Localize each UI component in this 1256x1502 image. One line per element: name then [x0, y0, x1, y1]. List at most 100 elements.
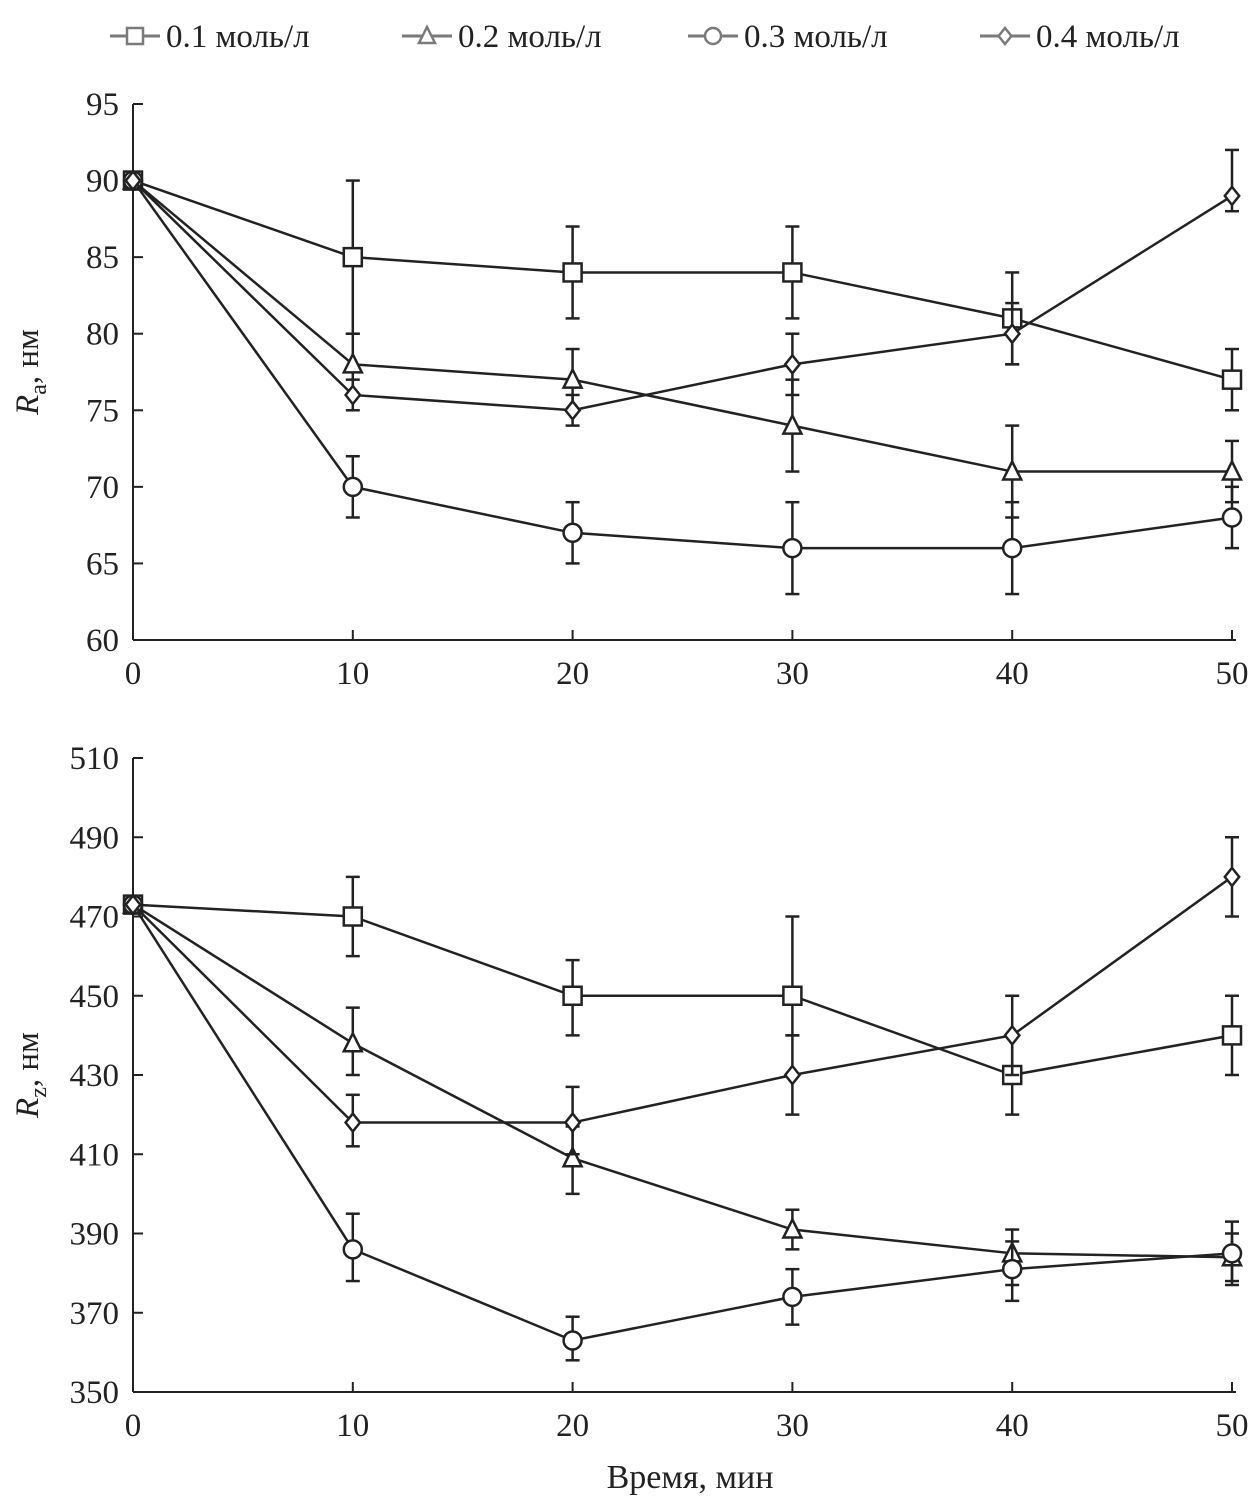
x-tick-label: 30: [776, 656, 809, 692]
diamond-marker: [783, 353, 802, 376]
y-tick-label: 470: [70, 900, 120, 936]
legend: 0.1 моль/л 0.2 моль/л 0.3 моль/л 0.4 моль/л: [110, 19, 1180, 55]
circle-marker: [1221, 1243, 1243, 1264]
diamond-marker: [343, 383, 362, 406]
y-tick-label: 510: [70, 741, 120, 777]
y-label-symbol: R: [10, 1098, 46, 1119]
rz-panel: 350 370 390 410 430 450 470 490 510 0 10 20 30 40 50 Rz…: [10, 741, 1249, 1444]
triangle-marker: [341, 1030, 364, 1053]
triangle-marker: [1001, 458, 1024, 481]
series-line: [132, 903, 1233, 1077]
square-marker: [562, 262, 583, 283]
triangle-marker: [561, 1145, 584, 1168]
y-tick-label: 430: [70, 1058, 120, 1094]
triangle-marker: [341, 351, 364, 374]
diamond-marker: [783, 1063, 802, 1087]
circle-marker: [703, 26, 723, 46]
y-tick-label: 410: [70, 1137, 120, 1173]
series-diamond: [124, 148, 1241, 427]
square-marker: [562, 985, 583, 1006]
series-triangle: [121, 167, 1244, 519]
diamond-marker: [996, 25, 1014, 47]
x-tick-label: 20: [556, 1408, 589, 1444]
triangle-marker: [781, 1216, 804, 1239]
y-tick-label: 85: [86, 240, 119, 276]
y-tick-label: 60: [86, 623, 119, 659]
diamond-marker: [124, 169, 142, 192]
series-circle: [122, 894, 1243, 1362]
legend-label: 0.3 моль/л: [744, 19, 888, 55]
series-line: [132, 179, 1232, 473]
y-tick-label: 350: [70, 1375, 120, 1411]
circle-marker: [1001, 1258, 1023, 1280]
square-marker: [342, 906, 364, 927]
x-tick-label: 50: [1216, 656, 1249, 692]
y-tick-label: 490: [70, 820, 120, 856]
x-tick-label: 50: [1216, 1408, 1249, 1444]
x-tick-label: 10: [336, 656, 369, 692]
legend-label: 0.2 моль/л: [458, 19, 602, 55]
triangle-marker: [416, 24, 438, 45]
diamond-marker: [1223, 184, 1241, 207]
y-label-subscript: a: [26, 384, 52, 395]
square-marker: [1221, 369, 1243, 390]
y-tick-label: 65: [86, 546, 119, 582]
triangle-marker: [561, 366, 584, 389]
circle-marker: [782, 537, 803, 559]
diamond-marker: [124, 893, 142, 916]
series-line: [132, 903, 1233, 1259]
series-line: [131, 179, 1233, 550]
x-tick-label: 0: [125, 1408, 142, 1444]
circle-marker: [342, 1239, 364, 1260]
series-line: [132, 179, 1233, 412]
y-axis-label: Rz, нм: [10, 1032, 52, 1119]
x-tick-label: 40: [996, 1408, 1029, 1444]
x-tick-label: 0: [125, 656, 142, 692]
y-label-unit: , нм: [10, 1032, 46, 1087]
series-line: [131, 903, 1233, 1342]
y-label-unit: , нм: [10, 329, 46, 384]
series-line: [132, 179, 1233, 381]
square-marker: [342, 246, 364, 268]
circle-marker: [782, 1286, 803, 1308]
square-marker: [782, 262, 803, 283]
diamond-marker: [1223, 865, 1241, 888]
circle-marker: [1001, 537, 1023, 559]
y-tick-label: 80: [86, 317, 119, 353]
diamond-marker: [563, 1111, 582, 1134]
x-tick-label: 20: [556, 656, 589, 692]
circle-marker: [1221, 507, 1243, 528]
series-diamond: [124, 836, 1241, 1156]
ra-panel: 60 65 70 75 80 85 90 95 0 10 20 30 40 50 Ra, нм: [10, 87, 1249, 692]
x-tick-label: 40: [996, 656, 1029, 692]
circle-marker: [562, 1330, 583, 1351]
x-tick-label: 10: [336, 1408, 369, 1444]
y-axis-label: Ra, нм: [10, 329, 52, 416]
y-tick-label: 70: [86, 470, 119, 506]
x-tick-label: 30: [776, 1408, 809, 1444]
y-label-subscript: z: [26, 1087, 52, 1098]
series-line: [132, 875, 1233, 1124]
diamond-marker: [563, 399, 582, 422]
diamond-marker: [343, 1111, 362, 1134]
circle-marker: [342, 476, 364, 498]
y-label-symbol: R: [10, 395, 46, 416]
diamond-marker: [1003, 322, 1022, 345]
y-tick-label: 370: [70, 1296, 120, 1332]
circle-marker: [562, 522, 583, 544]
square-marker: [782, 985, 803, 1006]
series-square: [122, 875, 1243, 1116]
square-marker: [1221, 1025, 1243, 1046]
y-tick-label: 450: [70, 979, 120, 1015]
diamond-marker: [1003, 1024, 1022, 1047]
series-square: [122, 170, 1243, 412]
triangle-marker: [1220, 458, 1244, 481]
y-tick-label: 90: [86, 164, 119, 200]
x-axis-label: Время, мин: [607, 1459, 774, 1496]
triangle-marker: [781, 412, 804, 435]
series-triangle: [121, 891, 1244, 1287]
y-tick-label: 390: [70, 1217, 120, 1253]
square-marker: [125, 26, 145, 46]
legend-label: 0.1 моль/л: [166, 19, 310, 55]
